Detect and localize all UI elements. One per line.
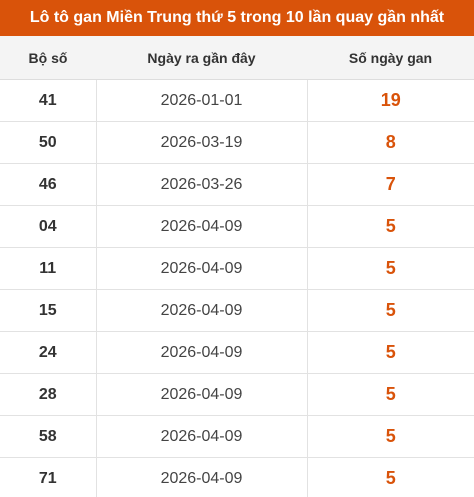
table-row: 11 2026-04-09 5 — [0, 247, 474, 290]
days-cell: 7 — [307, 163, 474, 206]
table-row: 50 2026-03-19 8 — [0, 121, 474, 164]
days-cell: 5 — [307, 205, 474, 248]
number-cell: 24 — [0, 331, 96, 374]
table-row: 24 2026-04-09 5 — [0, 331, 474, 374]
number-cell: 41 — [0, 79, 96, 122]
number-cell: 46 — [0, 163, 96, 206]
table-row: 58 2026-04-09 5 — [0, 415, 474, 458]
table-row: 28 2026-04-09 5 — [0, 373, 474, 416]
table-title: Lô tô gan Miền Trung thứ 5 trong 10 lần … — [0, 0, 474, 36]
date-cell: 2026-03-19 — [95, 121, 308, 164]
number-cell: 71 — [0, 457, 96, 497]
date-cell: 2026-04-09 — [95, 415, 308, 458]
date-cell: 2026-04-09 — [95, 457, 308, 497]
date-cell: 2026-04-09 — [95, 373, 308, 416]
date-cell: 2026-04-09 — [95, 331, 308, 374]
number-cell: 15 — [0, 289, 96, 332]
table-row: 41 2026-01-01 19 — [0, 79, 474, 122]
table-body: 41 2026-01-01 19 50 2026-03-19 8 46 2026-03-26 7… — [0, 79, 474, 497]
table-row: 15 2026-04-09 5 — [0, 289, 474, 332]
gan-table: Bộ số Ngày ra gần đây Số ngày gan 41 2026-0… — [0, 36, 474, 497]
days-cell: 19 — [307, 79, 474, 122]
days-cell: 8 — [307, 121, 474, 164]
days-cell: 5 — [307, 247, 474, 290]
column-header: Ngày ra gần đây — [96, 36, 307, 80]
date-cell: 2026-01-01 — [95, 79, 308, 122]
days-cell: 5 — [307, 331, 474, 374]
header-row: Bộ số Ngày ra gần đây Số ngày gan — [0, 36, 474, 80]
date-cell: 2026-04-09 — [95, 247, 308, 290]
column-header: Số ngày gan — [307, 36, 474, 80]
days-cell: 5 — [307, 415, 474, 458]
number-cell: 04 — [0, 205, 96, 248]
date-cell: 2026-04-09 — [95, 205, 308, 248]
number-cell: 11 — [0, 247, 96, 290]
date-cell: 2026-04-09 — [95, 289, 308, 332]
number-cell: 28 — [0, 373, 96, 416]
days-cell: 5 — [307, 373, 474, 416]
date-cell: 2026-03-26 — [95, 163, 308, 206]
number-cell: 58 — [0, 415, 96, 458]
column-header: Bộ số — [0, 36, 96, 80]
number-cell: 50 — [0, 121, 96, 164]
table-row: 04 2026-04-09 5 — [0, 205, 474, 248]
table-row: 71 2026-04-09 5 — [0, 457, 474, 497]
days-cell: 5 — [307, 289, 474, 332]
days-cell: 5 — [307, 457, 474, 497]
table-row: 46 2026-03-26 7 — [0, 163, 474, 206]
